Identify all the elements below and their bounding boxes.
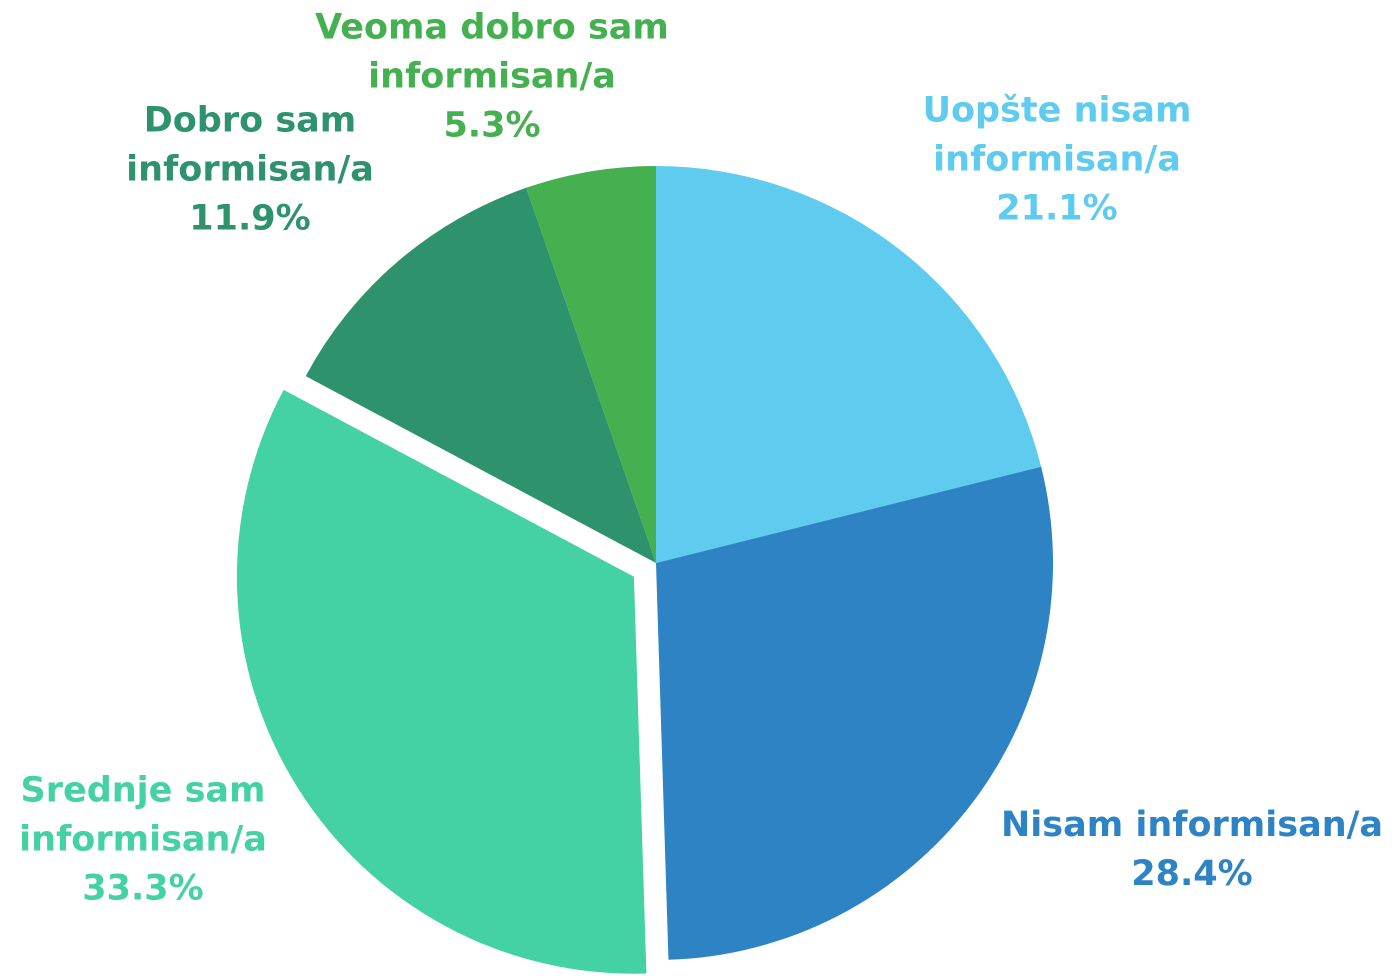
value-label: 28.4% [1131, 854, 1253, 894]
slice-label: Dobro sam informisan/a 11.9% [110, 97, 390, 244]
slice-label: Veoma dobro sam informisan/a 5.3% [302, 4, 682, 151]
value-label: 11.9% [189, 198, 311, 239]
category-label: Srednje sam informisan/a [19, 770, 267, 860]
slice-label: Uopšte nisam informisan/a 21.1% [907, 87, 1207, 234]
category-label: Veoma dobro sam informisan/a [315, 7, 669, 97]
category-label: Nisam informisan/a [1000, 805, 1384, 845]
value-label: 5.3% [443, 105, 541, 146]
category-label: Uopšte nisam informisan/a [922, 90, 1192, 180]
pie-slice [305, 187, 656, 564]
slice-label: Nisam informisan/a 28.4% [982, 801, 1392, 899]
pie-slice [656, 466, 1053, 960]
pie-slice [526, 166, 656, 563]
value-label: 21.1% [996, 188, 1118, 229]
slice-label: Srednje sam informisan/a 33.3% [3, 767, 283, 914]
pie-slice [656, 166, 1042, 563]
category-label: Dobro sam informisan/a [126, 100, 374, 190]
pie-slice [236, 389, 647, 974]
value-label: 33.3% [82, 868, 204, 909]
